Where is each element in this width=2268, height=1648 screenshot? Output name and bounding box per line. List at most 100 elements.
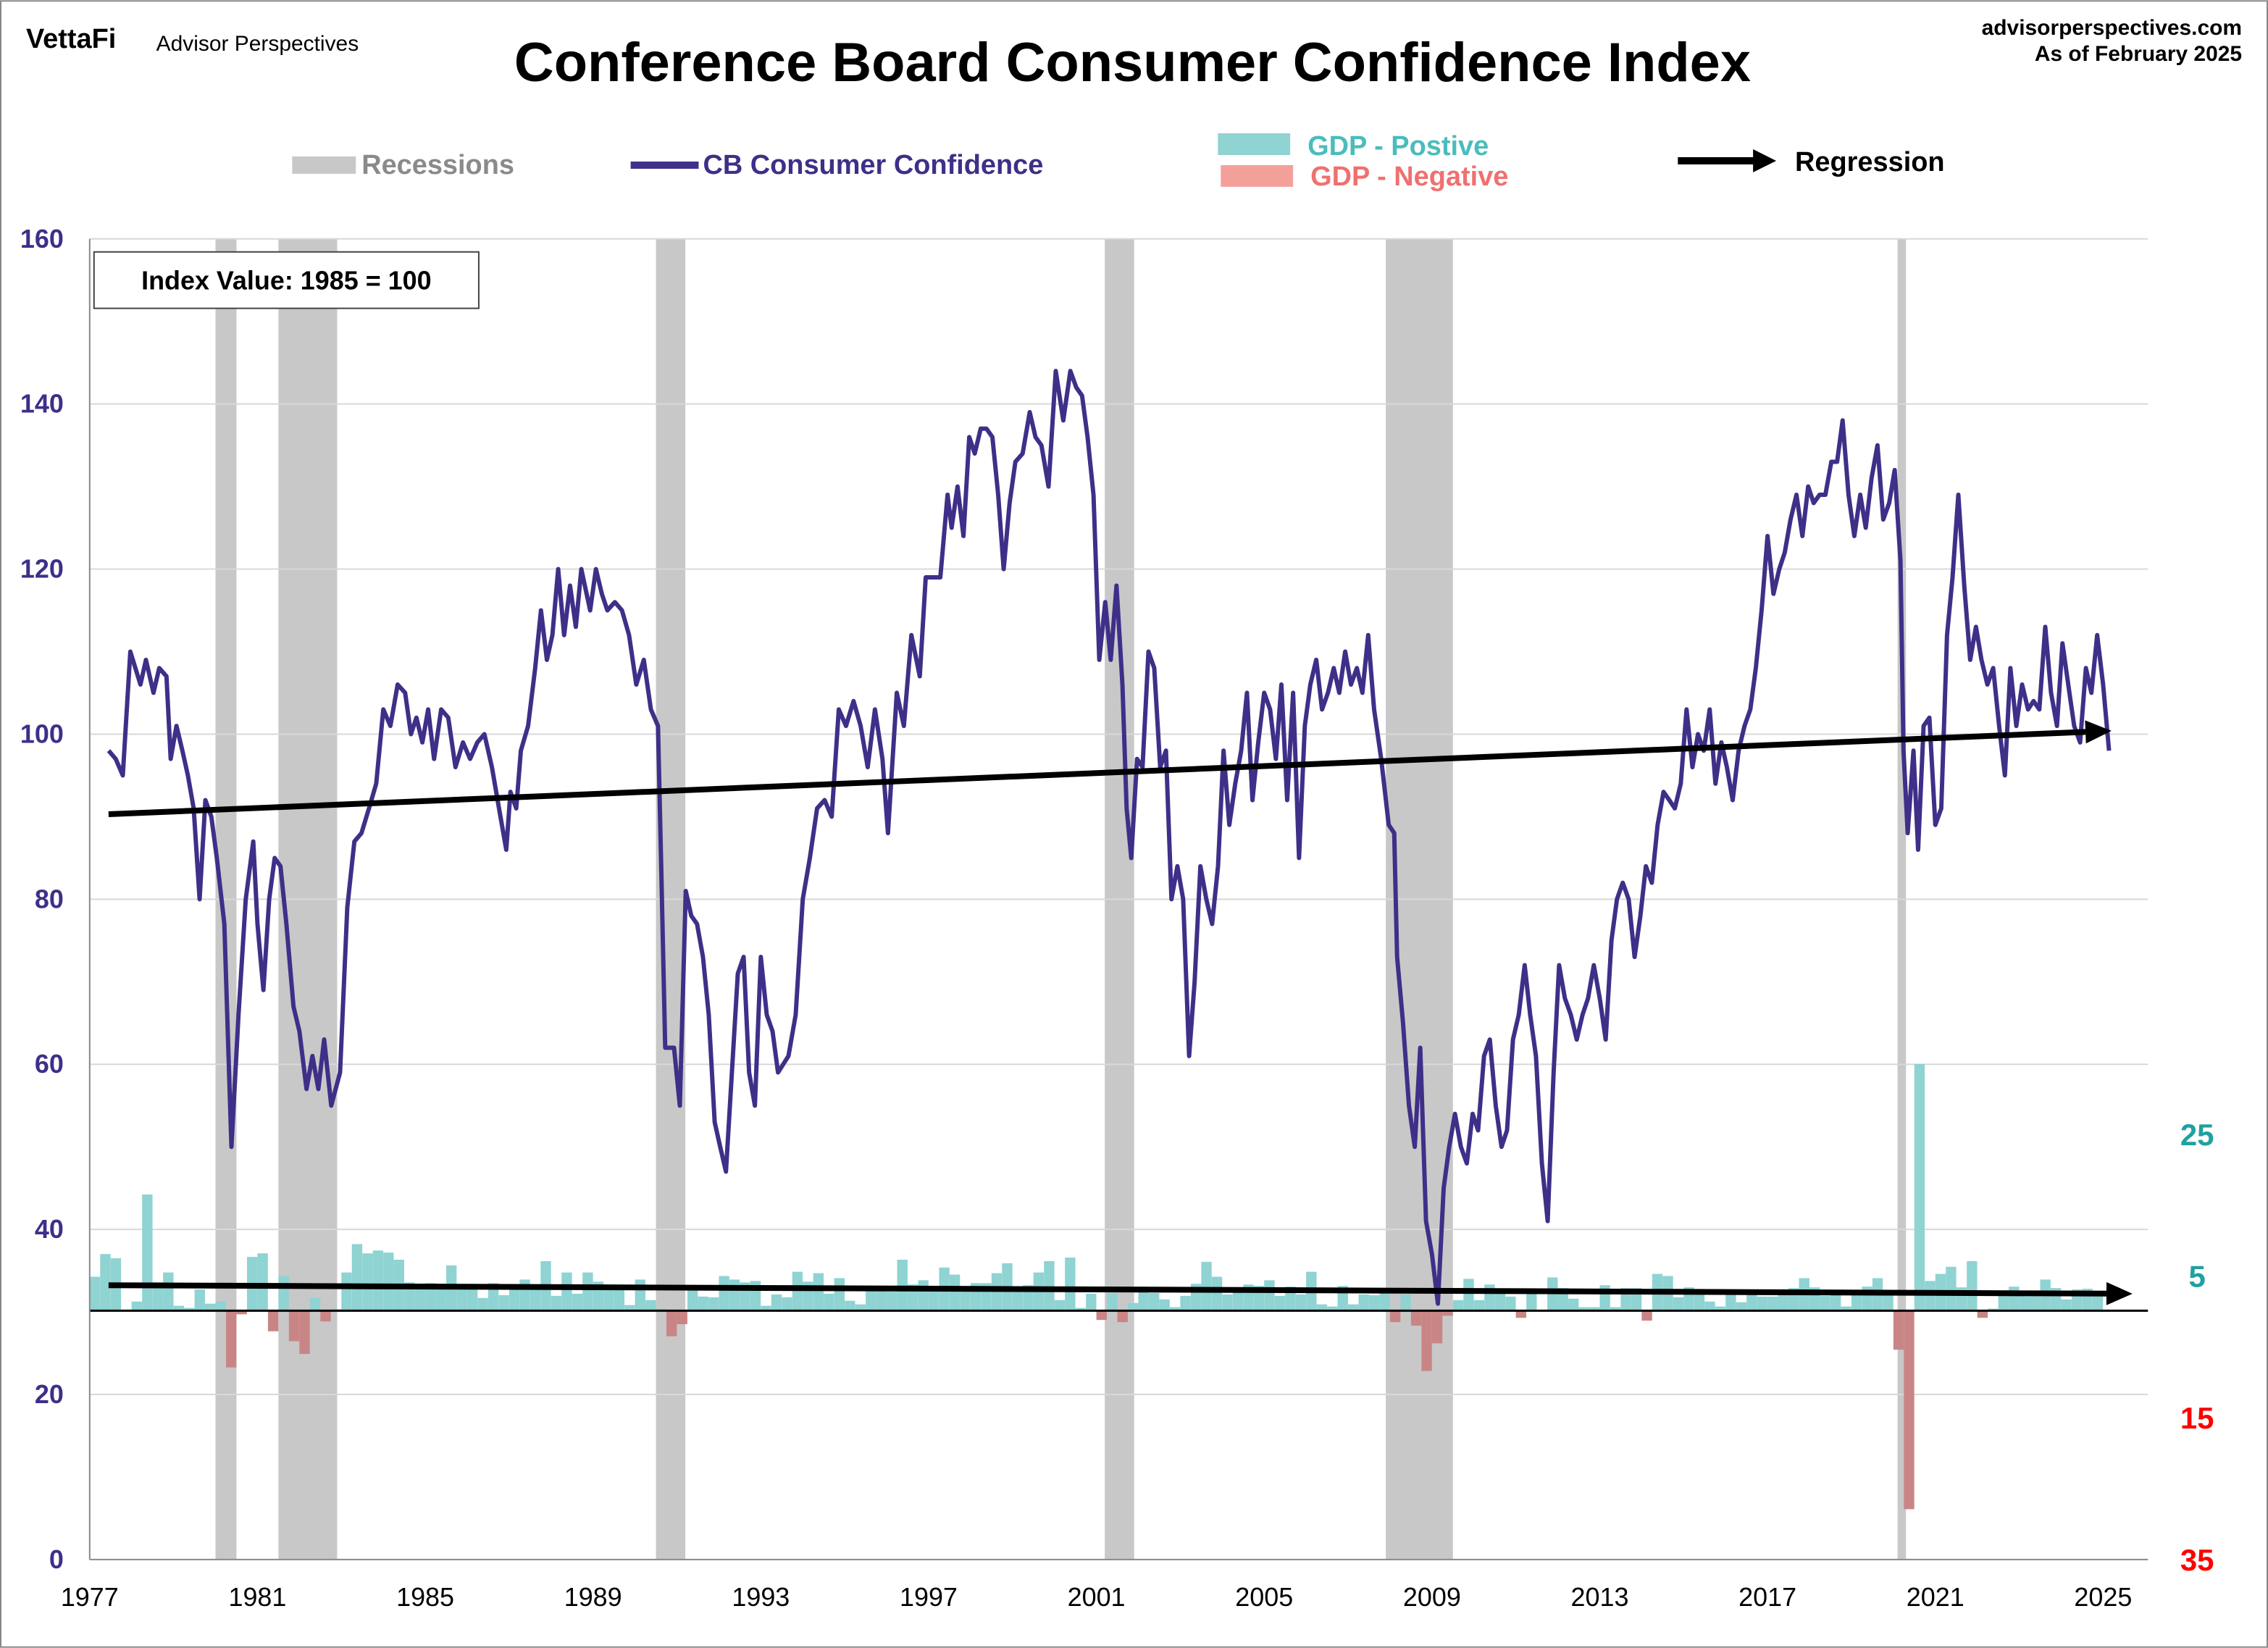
gdp-bar [278,1276,289,1311]
gdp-bar [1568,1298,1579,1311]
gdp-bar [1578,1307,1589,1311]
gdp-bar [100,1254,111,1311]
gdp-bar [414,1287,425,1311]
gdp-bar [1757,1296,1768,1311]
y-right-tick-label: 35 [2180,1543,2214,1577]
gdp-bar [425,1283,436,1311]
gdp-bar [1138,1287,1149,1311]
gdp-bar [1065,1258,1076,1311]
gdp-bar [1096,1310,1107,1321]
gdp-bar [362,1253,373,1311]
logo-sub: Advisor Perspectives [156,32,359,56]
y-left-tick-label: 120 [20,554,64,584]
gdp-bar [1830,1292,1841,1311]
gdp-bar [142,1194,153,1311]
gdp-bar [698,1296,708,1311]
gdp-bar [1431,1310,1443,1344]
gdp-bar [309,1297,321,1311]
gdp-bar [603,1289,614,1311]
y-left-tick-label: 100 [20,719,64,748]
y-left-tick-label: 40 [35,1214,64,1244]
gdp-bar [1841,1306,1851,1311]
gdp-bar [257,1253,268,1311]
gdp-bar [1148,1292,1160,1311]
gdp-bar [1421,1310,1432,1371]
gdp-bar [1736,1302,1747,1311]
legend: Recessions CB Consumer Confidence GDP - … [292,131,1945,192]
cb-series [106,369,2112,1306]
gdp-bar [1694,1294,1705,1311]
gdp-bar [383,1252,394,1311]
gdp-bar [163,1272,174,1311]
regression-lines [108,720,2133,1305]
x-tick-label: 1985 [396,1582,454,1612]
gdp-bar [1117,1310,1128,1323]
gdp-bar [1914,1063,1925,1311]
legend-gdp-negative-swatch [1221,164,1294,187]
gdp-bar [1389,1310,1401,1323]
y-left-tick-label: 20 [35,1379,64,1409]
gdp-bar [1442,1310,1453,1316]
gdp-bar [949,1274,961,1311]
gdp-bar [2092,1294,2104,1311]
gdp-bar [928,1289,940,1311]
gdp-bar [1946,1266,1957,1311]
gdp-bar [152,1282,164,1311]
gdp-bar [89,1276,101,1311]
gdp-bar [834,1278,845,1311]
gdp-bar [1715,1306,1726,1311]
gdp-bar [1673,1297,1684,1311]
gdp-bar [288,1310,300,1342]
gdp-bar [498,1294,509,1311]
gdp-bar [351,1244,363,1311]
gdp-bar [719,1276,729,1311]
legend-gdp-positive-label: GDP - Postive [1307,131,1489,162]
gdp-bar [1452,1300,1464,1311]
x-tick-label: 2025 [2074,1582,2132,1612]
gdp-bar [845,1300,855,1311]
gdp-bar [729,1279,740,1311]
gdp-bars [89,1063,2148,1510]
gdp-bar [1977,1310,1988,1318]
y-left-tick-label: 0 [49,1544,64,1574]
gdp-bar [1358,1294,1369,1311]
gdp-bar [2061,1299,2072,1311]
gdp-bar [509,1289,520,1311]
gdp-bar [918,1280,929,1311]
gdp-bar [456,1289,467,1311]
gdp-bar [582,1272,593,1311]
gdp-bar [1641,1310,1652,1321]
gdp-bar [1820,1295,1830,1311]
gdp-bar [184,1308,195,1311]
gdp-bar [1368,1294,1380,1311]
gdp-bar [1232,1289,1244,1311]
gdp-bar [299,1310,310,1355]
gdp-bar [1463,1279,1474,1311]
gdp-bar [677,1310,687,1325]
gdp-bar [876,1290,887,1311]
gdp-bar [194,1289,205,1311]
gdp-regression-line [108,1282,2106,1297]
gdp-bar [1107,1292,1118,1311]
gdp-bar [551,1295,562,1311]
gdp-bar [572,1293,583,1311]
gdp-bar [645,1300,656,1311]
gdp-bar [477,1297,488,1311]
gdp-bar [236,1310,247,1315]
gdp-bar [1998,1292,2009,1311]
as-of-date: As of February 2025 [2035,42,2242,66]
gdp-bar [792,1271,803,1311]
gdp-bar [960,1289,971,1311]
gdp-bar [1379,1292,1390,1311]
y-right-tick-label: 5 [2188,1259,2205,1293]
gdp-bar [1767,1296,1778,1311]
x-tick-label: 2017 [1738,1582,1796,1612]
gdp-bar [666,1310,677,1337]
cb-line [106,369,2112,1306]
y-right-tick-label: 15 [2180,1401,2214,1435]
gdp-bar [1400,1294,1411,1311]
gdp-bar [226,1310,237,1368]
legend-gdp-positive-swatch [1218,133,1291,155]
gdp-bar [855,1304,866,1311]
gdp-bar [1159,1299,1170,1311]
